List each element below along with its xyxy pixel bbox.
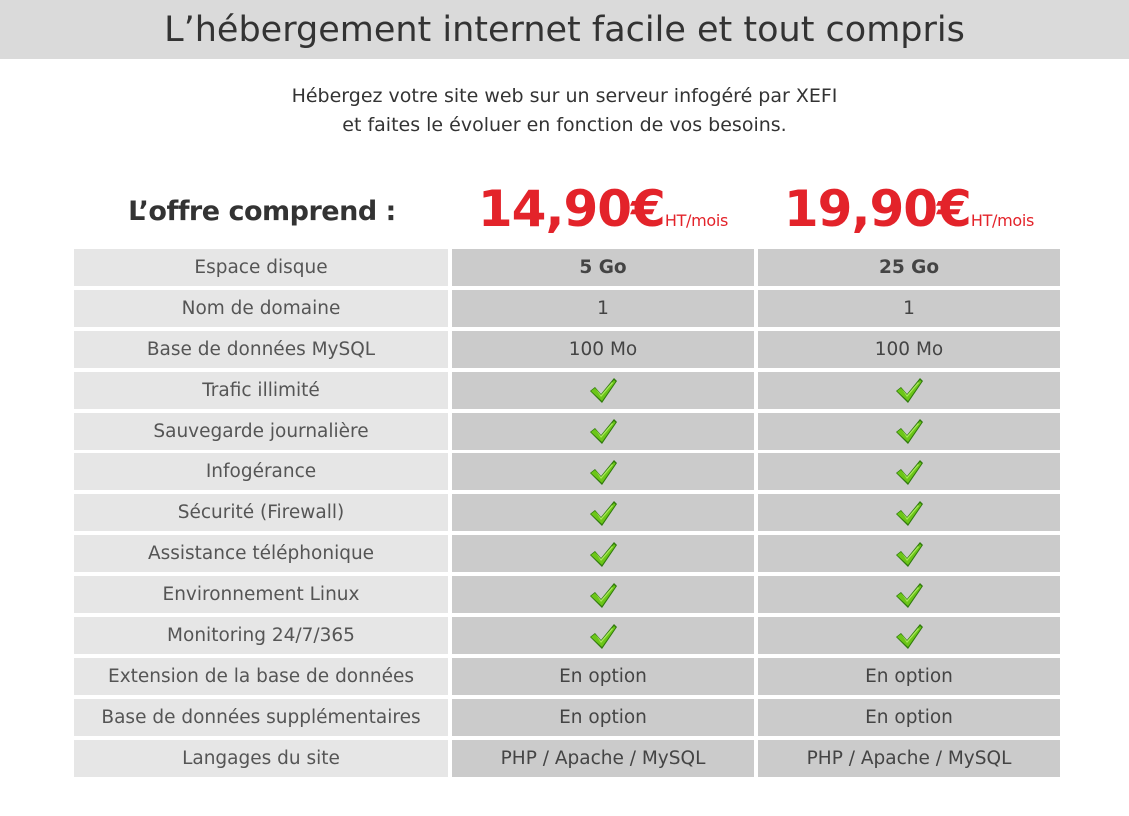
intro-line-1: Hébergez votre site web sur un serveur i… — [291, 85, 838, 107]
plan-1-value: En option — [452, 657, 754, 695]
feature-label: Base de données MySQL — [74, 330, 448, 368]
checkmark-icon — [758, 617, 1060, 655]
intro-text: Hébergez votre site web sur un serveur i… — [0, 82, 1129, 140]
table-row: Langages du site PHP / Apache / MySQL PHP … — [74, 739, 1060, 777]
checkmark-icon — [452, 535, 754, 573]
table-row: Extension de la base de données En option… — [74, 657, 1060, 695]
header-banner: L’hébergement internet facile et tout co… — [0, 0, 1129, 59]
feature-label: Base de données supplémentaires — [74, 698, 448, 736]
feature-label: Espace disque — [74, 249, 448, 286]
table-row: Sécurité (Firewall) — [74, 494, 1060, 532]
intro-line-2: et faites le évoluer en fonction de vos … — [342, 114, 787, 136]
table-row: Base de données supplémentaires En option… — [74, 698, 1060, 736]
feature-label: Sauvegarde journalière — [74, 412, 448, 450]
table-row: Infogérance — [74, 453, 1060, 491]
feature-label: Infogérance — [74, 453, 448, 491]
checkmark-icon — [452, 576, 754, 614]
table-row: Environnement Linux — [74, 576, 1060, 614]
checkmark-icon — [452, 412, 754, 450]
plan-2-price: 19,90€HT/mois — [758, 180, 1060, 238]
plan-2-unit: HT/mois — [970, 211, 1035, 230]
checkmark-icon — [758, 494, 1060, 532]
plan-1-unit: HT/mois — [664, 211, 729, 230]
checkmark-icon — [452, 371, 754, 409]
plan-1-value: 5 Go — [452, 249, 754, 286]
table-row: Nom de domaine 1 1 — [74, 289, 1060, 327]
table-row: Base de données MySQL 100 Mo 100 Mo — [74, 330, 1060, 368]
plan-2-amount: 19,90€ — [783, 180, 972, 238]
checkmark-icon — [758, 371, 1060, 409]
table-row: Sauvegarde journalière — [74, 412, 1060, 450]
plan-1-value: PHP / Apache / MySQL — [452, 739, 754, 777]
features-table: Espace disque 5 Go 25 Go Nom de domaine 1 1 Ba… — [74, 249, 1060, 781]
checkmark-icon — [758, 576, 1060, 614]
checkmark-icon — [452, 453, 754, 491]
plan-1-value: 1 — [452, 289, 754, 327]
plan-1-amount: 14,90€ — [477, 180, 666, 238]
plan-1-price: 14,90€HT/mois — [452, 180, 754, 238]
feature-label: Assistance téléphonique — [74, 535, 448, 573]
plan-2-value: En option — [758, 657, 1060, 695]
plan-2-value: En option — [758, 698, 1060, 736]
feature-label: Extension de la base de données — [74, 657, 448, 695]
plan-2-value: 100 Mo — [758, 330, 1060, 368]
page-title: L’hébergement internet facile et tout co… — [164, 9, 965, 50]
table-row: Assistance téléphonique — [74, 535, 1060, 573]
feature-label: Trafic illimité — [74, 371, 448, 409]
feature-label: Langages du site — [74, 739, 448, 777]
table-row: Trafic illimité — [74, 371, 1060, 409]
plan-2-value: 1 — [758, 289, 1060, 327]
plan-1-value: 100 Mo — [452, 330, 754, 368]
table-row: Monitoring 24/7/365 — [74, 617, 1060, 655]
checkmark-icon — [758, 453, 1060, 491]
plan-2-value: 25 Go — [758, 249, 1060, 286]
offer-label: L’offre comprend : — [128, 196, 396, 227]
feature-label: Monitoring 24/7/365 — [74, 617, 448, 655]
checkmark-icon — [758, 412, 1060, 450]
checkmark-icon — [758, 535, 1060, 573]
checkmark-icon — [452, 617, 754, 655]
feature-label: Sécurité (Firewall) — [74, 494, 448, 532]
feature-label: Nom de domaine — [74, 289, 448, 327]
checkmark-icon — [452, 494, 754, 532]
table-row: Espace disque 5 Go 25 Go — [74, 249, 1060, 286]
feature-label: Environnement Linux — [74, 576, 448, 614]
plan-1-value: En option — [452, 698, 754, 736]
plan-2-value: PHP / Apache / MySQL — [758, 739, 1060, 777]
